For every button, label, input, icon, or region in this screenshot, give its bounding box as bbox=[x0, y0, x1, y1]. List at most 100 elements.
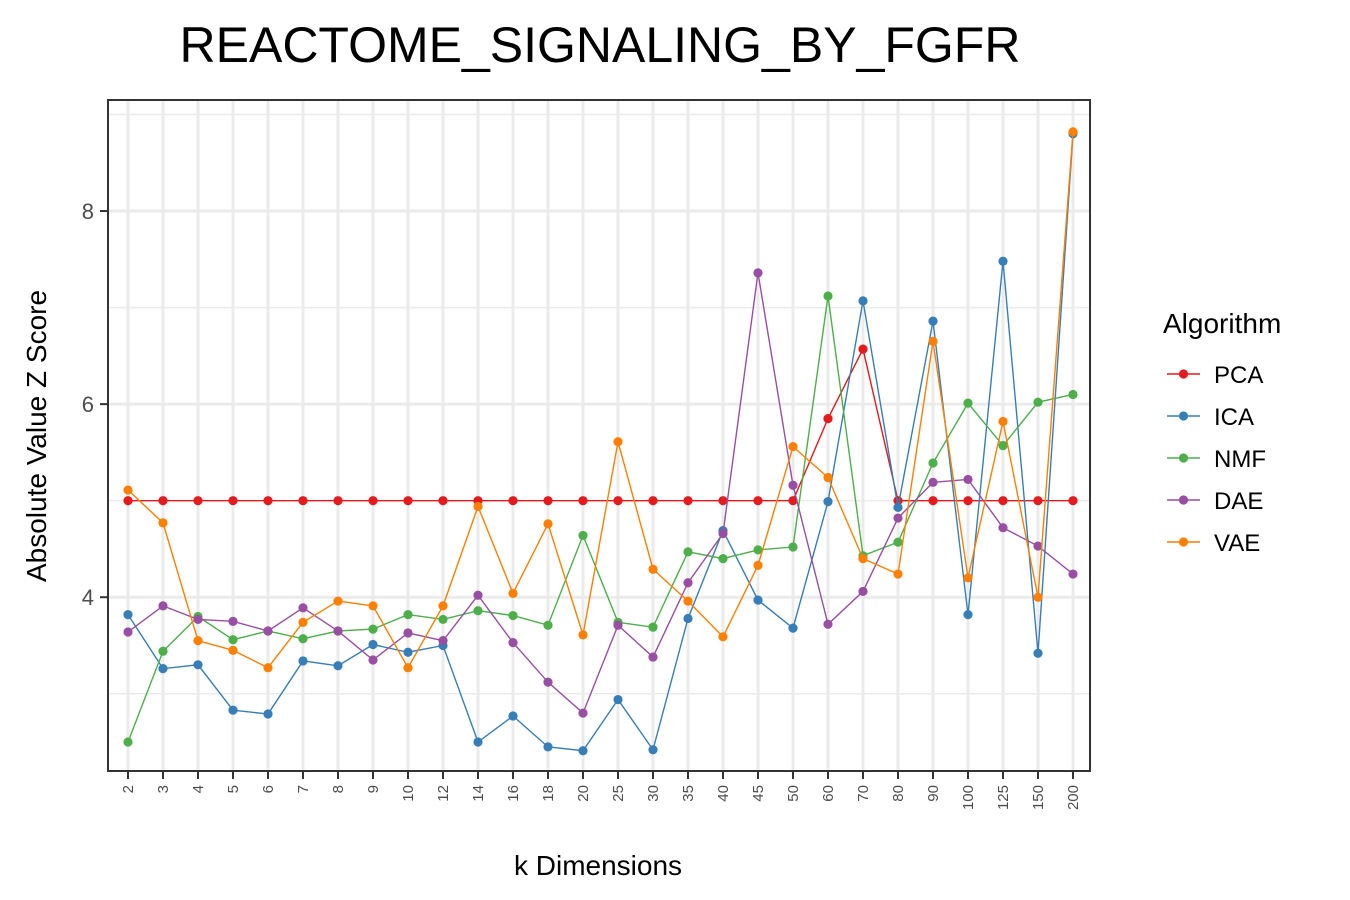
data-point-ica bbox=[998, 256, 1008, 266]
data-point-vae bbox=[228, 645, 238, 655]
x-tick-label: 4 bbox=[190, 785, 207, 793]
x-axis: 2 3 4 5 6 7 8 9 10 12 14 16 18 20 25 30 35 40 45 50 60 70 80 90… bbox=[120, 771, 1082, 810]
data-point-pca bbox=[438, 496, 448, 506]
series-line-pca bbox=[128, 347, 1073, 502]
data-point-nmf bbox=[718, 553, 728, 564]
series-ica bbox=[123, 129, 1078, 756]
data-point-vae bbox=[788, 442, 798, 452]
data-point-dae bbox=[438, 636, 448, 646]
data-point-ica bbox=[228, 705, 238, 715]
data-point-nmf bbox=[1033, 397, 1043, 407]
data-point-ica bbox=[123, 609, 133, 620]
data-point-dae bbox=[1033, 541, 1043, 551]
x-tick-label: 18 bbox=[540, 785, 557, 802]
x-tick-label: 200 bbox=[1065, 785, 1082, 810]
data-point-pca bbox=[193, 496, 203, 506]
y-tick-label: 6 bbox=[82, 392, 94, 417]
data-point-ica bbox=[893, 502, 903, 513]
data-point-ica bbox=[263, 709, 273, 719]
data-point-nmf bbox=[298, 634, 308, 644]
data-point-vae bbox=[123, 485, 133, 495]
data-point-pca bbox=[753, 496, 763, 506]
legend-key-point bbox=[1178, 537, 1189, 547]
data-point-pca bbox=[298, 496, 308, 506]
data-point-pca bbox=[1068, 496, 1078, 506]
data-point-dae bbox=[893, 513, 903, 523]
legend-item-ica: ICA bbox=[1167, 404, 1254, 431]
series-layer bbox=[123, 127, 1078, 756]
data-point-nmf bbox=[158, 646, 168, 656]
data-point-pca bbox=[263, 496, 273, 506]
x-tick-label: 20 bbox=[575, 785, 592, 802]
data-point-vae bbox=[438, 601, 448, 611]
series-line-nmf bbox=[127, 295, 1074, 743]
x-tick-label: 16 bbox=[505, 785, 522, 802]
legend-title: Algorithm bbox=[1163, 308, 1281, 339]
data-point-vae bbox=[1068, 127, 1078, 137]
legend-key-point bbox=[1178, 369, 1189, 379]
data-point-pca bbox=[228, 496, 238, 506]
data-point-pca bbox=[158, 496, 168, 506]
data-point-vae bbox=[508, 588, 518, 598]
data-point-pca bbox=[823, 414, 833, 424]
x-tick-label: 70 bbox=[855, 785, 872, 802]
data-point-vae bbox=[473, 501, 483, 512]
data-point-nmf bbox=[438, 614, 448, 625]
x-axis-title: k Dimensions bbox=[514, 850, 682, 881]
data-point-ica bbox=[578, 746, 588, 756]
data-point-pca bbox=[928, 496, 938, 506]
data-point-dae bbox=[473, 590, 483, 600]
series-vae bbox=[123, 127, 1078, 673]
data-point-dae bbox=[788, 480, 798, 490]
x-tick-label: 35 bbox=[680, 785, 697, 802]
series-dae bbox=[123, 268, 1078, 718]
legend-key-point bbox=[1178, 411, 1189, 421]
data-point-vae bbox=[368, 601, 378, 611]
data-point-vae bbox=[543, 519, 553, 529]
data-point-nmf bbox=[228, 635, 238, 645]
data-point-ica bbox=[858, 296, 868, 306]
data-point-ica bbox=[1033, 648, 1043, 658]
data-point-pca bbox=[333, 496, 343, 506]
data-point-dae bbox=[613, 620, 623, 630]
data-point-vae bbox=[613, 437, 623, 447]
data-point-ica bbox=[193, 660, 203, 670]
data-point-dae bbox=[543, 677, 553, 687]
data-point-vae bbox=[963, 573, 973, 583]
data-point-dae bbox=[228, 616, 238, 626]
data-point-pca bbox=[368, 496, 378, 506]
x-tick-label: 40 bbox=[715, 785, 732, 802]
data-point-nmf bbox=[123, 737, 133, 747]
y-tick-label: 8 bbox=[82, 199, 94, 224]
data-point-pca bbox=[858, 344, 868, 354]
series-pca bbox=[123, 344, 1078, 506]
data-point-dae bbox=[298, 603, 308, 613]
x-tick-label: 125 bbox=[995, 785, 1012, 810]
data-point-dae bbox=[333, 626, 343, 636]
series-line-dae bbox=[127, 272, 1074, 715]
x-tick-label: 50 bbox=[785, 785, 802, 802]
data-point-vae bbox=[263, 663, 273, 673]
data-point-dae bbox=[858, 586, 868, 597]
data-point-ica bbox=[403, 647, 413, 657]
data-point-ica bbox=[613, 694, 623, 705]
data-point-ica bbox=[298, 656, 308, 666]
y-axis: 4 6 8 bbox=[82, 199, 108, 610]
x-tick-label: 3 bbox=[155, 785, 172, 793]
series-line-vae bbox=[127, 131, 1074, 670]
data-point-nmf bbox=[823, 291, 833, 301]
data-point-dae bbox=[578, 708, 588, 718]
data-point-vae bbox=[158, 518, 168, 528]
data-point-ica bbox=[963, 609, 973, 620]
data-point-nmf bbox=[543, 620, 553, 630]
data-point-dae bbox=[508, 637, 518, 648]
data-point-pca bbox=[648, 496, 658, 506]
data-point-pca bbox=[1033, 496, 1043, 506]
data-point-dae bbox=[928, 477, 938, 487]
data-point-ica bbox=[788, 623, 798, 633]
data-point-vae bbox=[648, 564, 658, 574]
x-tick-label: 80 bbox=[890, 785, 907, 802]
data-point-dae bbox=[963, 474, 973, 485]
data-point-vae bbox=[823, 472, 833, 483]
